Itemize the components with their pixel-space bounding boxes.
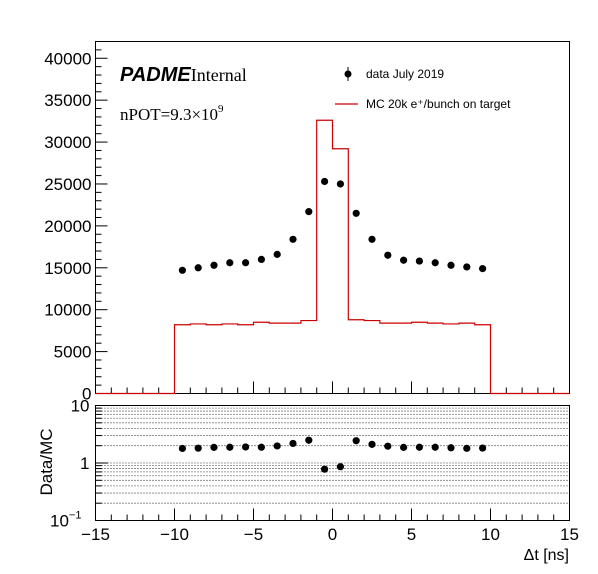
padme-logo-suffix: Internal [191,65,247,85]
ratio-y-tick-label: 10−1 [50,510,81,531]
ratio-point [321,465,329,473]
data-point [257,255,265,264]
ratio-point [210,443,218,451]
ratio-point [336,463,344,471]
ratio-point [431,443,439,451]
ratio-point [273,442,281,450]
top-x-axis-ticks [95,381,570,394]
data-point [178,266,186,274]
ratio-point [415,443,423,451]
ratio-y-label: Data/MC [37,428,56,495]
legend: data July 2019 MC 20k e⁺/bunch on target [335,67,511,111]
ratio-y-tick-base: 1 [80,454,89,473]
x-tick-label: 5 [407,525,416,544]
ratio-y-tick-base: 10 [50,512,69,531]
mc-histogram [95,119,570,395]
ratio-point [178,444,186,453]
ratio-y-tick-base: 10 [71,397,90,416]
data-point [210,261,218,269]
data-point [463,263,471,271]
data-point [447,261,455,269]
npot-annotation-exponent: 9 [218,103,224,115]
y-tick-label: 25000 [44,175,91,194]
data-point [479,265,487,273]
data-point [368,235,376,243]
ratio-point [257,443,265,451]
data-point [305,208,313,216]
ratio-point [384,442,392,450]
legend-mc-label-text: MC 20k e⁺/bunch on target [366,97,511,111]
x-tick-label: 15 [560,525,579,544]
top-plot-frame [95,41,570,394]
data-point [384,251,392,259]
data-point [273,250,281,258]
data-point [352,209,360,217]
mc-step-line [95,119,570,395]
legend-mc-label: MC 20k e⁺/bunch on target [366,97,511,111]
y-tick-label: 35000 [44,91,91,110]
ratio-grid [95,407,570,504]
x-tick-label: −5 [244,525,263,544]
ratio-point [463,444,471,452]
data-point [194,264,202,272]
data-point [415,257,423,265]
x-tick-label: −10 [160,525,189,544]
data-point [431,259,439,267]
npot-annotation: nPOT=9.3×109 [120,103,224,124]
padme-logo: PADMEInternal [120,64,247,86]
x-tick-label: 10 [481,525,500,544]
y-tick-label: 40000 [44,49,91,68]
ratio-point [368,440,376,448]
top-panel: 0 5000 10000 15000 20000 25000 30000 35000 40000… [44,41,570,404]
ratio-point [479,444,487,452]
data-point [336,180,344,188]
ratio-y-tick-label: 10 [71,397,90,416]
top-y-axis: 0 5000 10000 15000 20000 25000 30000 35000 40000 [44,41,108,404]
data-point [400,256,408,264]
ratio-point [242,443,250,451]
data-point [242,259,250,267]
y-tick-label: 30000 [44,133,91,152]
y-tick-label: 10000 [44,301,91,320]
x-tick-label: −15 [81,525,110,544]
ratio-point [289,439,297,448]
y-tick-label: 0 [82,385,91,404]
x-axis-label: Δt [ns] [524,547,569,564]
y-tick-label: 5000 [54,343,92,362]
ratio-y-tick-label: 1 [80,454,89,473]
ratio-point [226,443,234,451]
ratio-point [447,444,455,452]
ratio-point [352,437,360,445]
npot-annotation-main: nPOT=9.3×10 [120,105,218,124]
ratio-y-tick-exponent: −1 [69,510,82,522]
ratio-point [194,444,202,452]
ratio-points [178,436,487,473]
data-points [178,177,487,274]
x-tick-label: 0 [328,525,337,544]
data-point [226,259,234,267]
ratio-point [400,443,408,451]
legend-data-label: data July 2019 [366,67,444,81]
y-tick-label: 20000 [44,217,91,236]
data-point [321,177,329,186]
ratio-x-axis: −15 −10 −5 0 5 10 15 [81,508,579,544]
data-point [289,235,297,243]
y-tick-label: 15000 [44,259,91,278]
ratio-point [305,436,313,444]
padme-logo-bold: PADME [120,64,191,86]
